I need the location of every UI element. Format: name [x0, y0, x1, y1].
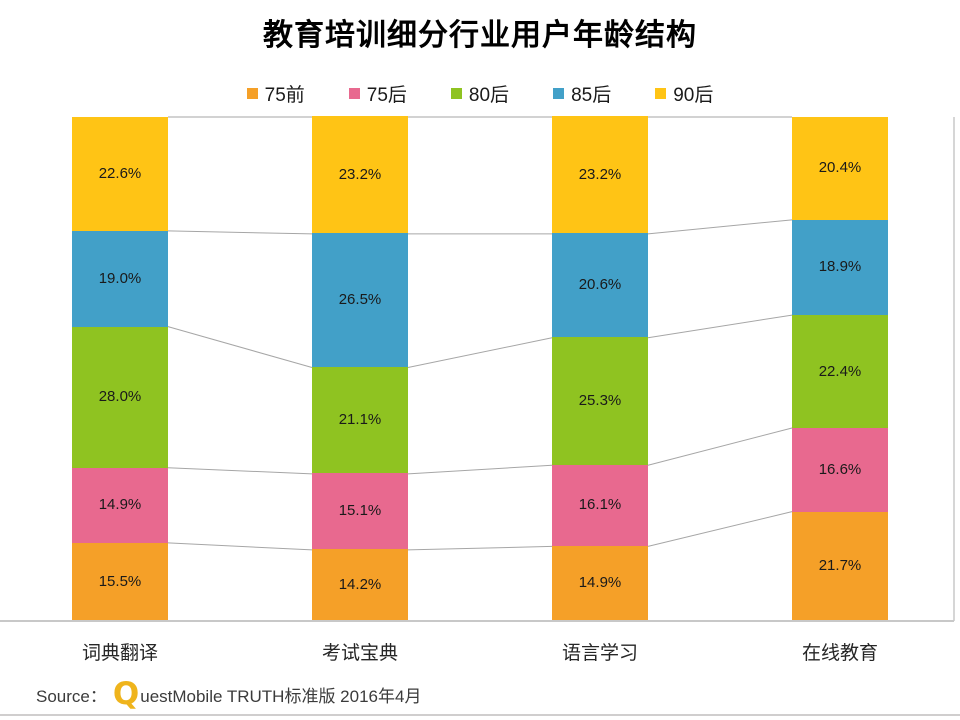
data-label: 15.5%	[98, 572, 142, 590]
bar-segment-80后-考试宝典	[312, 366, 408, 474]
data-label: 18.9%	[818, 258, 862, 276]
data-label: 20.4%	[818, 159, 862, 177]
bar-segment-90后-词典翻译	[72, 117, 168, 231]
legend-swatch-icon	[348, 88, 360, 99]
data-label: 19.0%	[98, 269, 142, 287]
source-prefix: Source：	[36, 686, 107, 706]
bar-segment-75前-在线教育	[792, 511, 888, 621]
bar-segment-85后-语言学习	[552, 233, 648, 338]
bar-segment-75后-词典翻译	[72, 467, 168, 543]
bar-segment-85后-考试宝典	[312, 233, 408, 367]
bar-segment-80后-在线教育	[792, 315, 888, 428]
data-label: 23.2%	[338, 165, 382, 183]
data-label: 14.9%	[578, 574, 622, 592]
data-label: 23.2%	[578, 165, 622, 183]
legend-label: 80后	[468, 85, 510, 106]
chart-legend: 75前 75后 80后 85后 90后	[0, 80, 960, 107]
legend-label: 75前	[264, 85, 305, 106]
bar-segment-75后-在线教育	[792, 427, 888, 512]
bar-segment-90后-语言学习	[552, 116, 648, 234]
chart-title: 教育培训细分行业用户年龄结构	[263, 19, 697, 52]
legend-item-90后: 90后	[655, 80, 713, 107]
category-label-考试宝典: 考试宝典	[321, 643, 398, 664]
legend-swatch-icon	[450, 88, 462, 99]
data-label: 14.9%	[98, 496, 142, 514]
bar-segment-85后-在线教育	[792, 219, 888, 316]
source-text: uestMobile TRUTH标准版 2016年4月	[140, 686, 422, 706]
bar-segment-75后-语言学习	[552, 464, 648, 546]
data-label: 14.2%	[338, 576, 382, 594]
data-label: 26.5%	[338, 291, 382, 309]
data-label: 25.3%	[578, 392, 622, 409]
legend-item-75后: 75后	[348, 80, 407, 107]
data-label: 16.6%	[818, 460, 862, 478]
data-label: 22.4%	[818, 362, 862, 380]
data-label: 28.0%	[98, 388, 142, 406]
bar-segment-80后-词典翻译	[72, 326, 168, 468]
bar-segment-75后-考试宝典	[312, 473, 408, 550]
data-label: 22.6%	[98, 164, 142, 182]
data-label: 21.7%	[818, 557, 862, 575]
legend-item-80后: 80后	[450, 80, 510, 107]
legend-label: 90后	[673, 85, 714, 106]
legend-label: 85后	[571, 85, 612, 106]
category-label-在线教育: 在线教育	[801, 643, 878, 664]
bar-segment-90后-考试宝典	[312, 116, 408, 234]
questmobile-logo-icon: Q	[112, 676, 140, 712]
category-label-语言学习: 语言学习	[561, 643, 638, 664]
category-label-词典翻译: 词典翻译	[81, 643, 158, 664]
bar-segment-75前-语言学习	[552, 545, 648, 621]
bar-segment-90后-在线教育	[792, 117, 888, 220]
legend-label: 75后	[366, 85, 407, 106]
bar-segment-80后-语言学习	[552, 337, 648, 465]
data-label: 16.1%	[578, 496, 622, 514]
data-label: 20.6%	[578, 276, 622, 294]
bar-segment-75前-词典翻译	[72, 542, 168, 621]
legend-swatch-icon	[655, 88, 667, 99]
data-label: 15.1%	[338, 502, 382, 520]
bar-segment-75前-考试宝典	[312, 549, 408, 621]
legend-item-75前: 75前	[246, 80, 305, 107]
data-label: 21.1%	[338, 411, 382, 429]
legend-swatch-icon	[553, 88, 565, 99]
legend-item-85后: 85后	[553, 80, 611, 107]
legend-swatch-icon	[246, 88, 258, 99]
bar-segment-85后-词典翻译	[72, 230, 168, 327]
